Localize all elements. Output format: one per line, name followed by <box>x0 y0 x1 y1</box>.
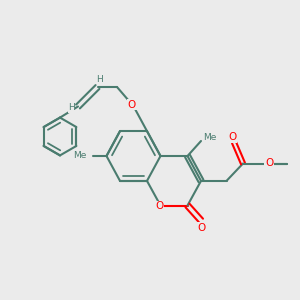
Text: Me: Me <box>203 133 217 142</box>
Text: H: H <box>68 103 75 112</box>
Text: O: O <box>197 223 205 233</box>
Text: O: O <box>128 100 136 110</box>
Text: Me: Me <box>73 152 86 160</box>
Text: O: O <box>228 132 237 142</box>
Text: O: O <box>265 158 273 168</box>
Text: H: H <box>97 75 103 84</box>
Text: O: O <box>155 201 163 211</box>
